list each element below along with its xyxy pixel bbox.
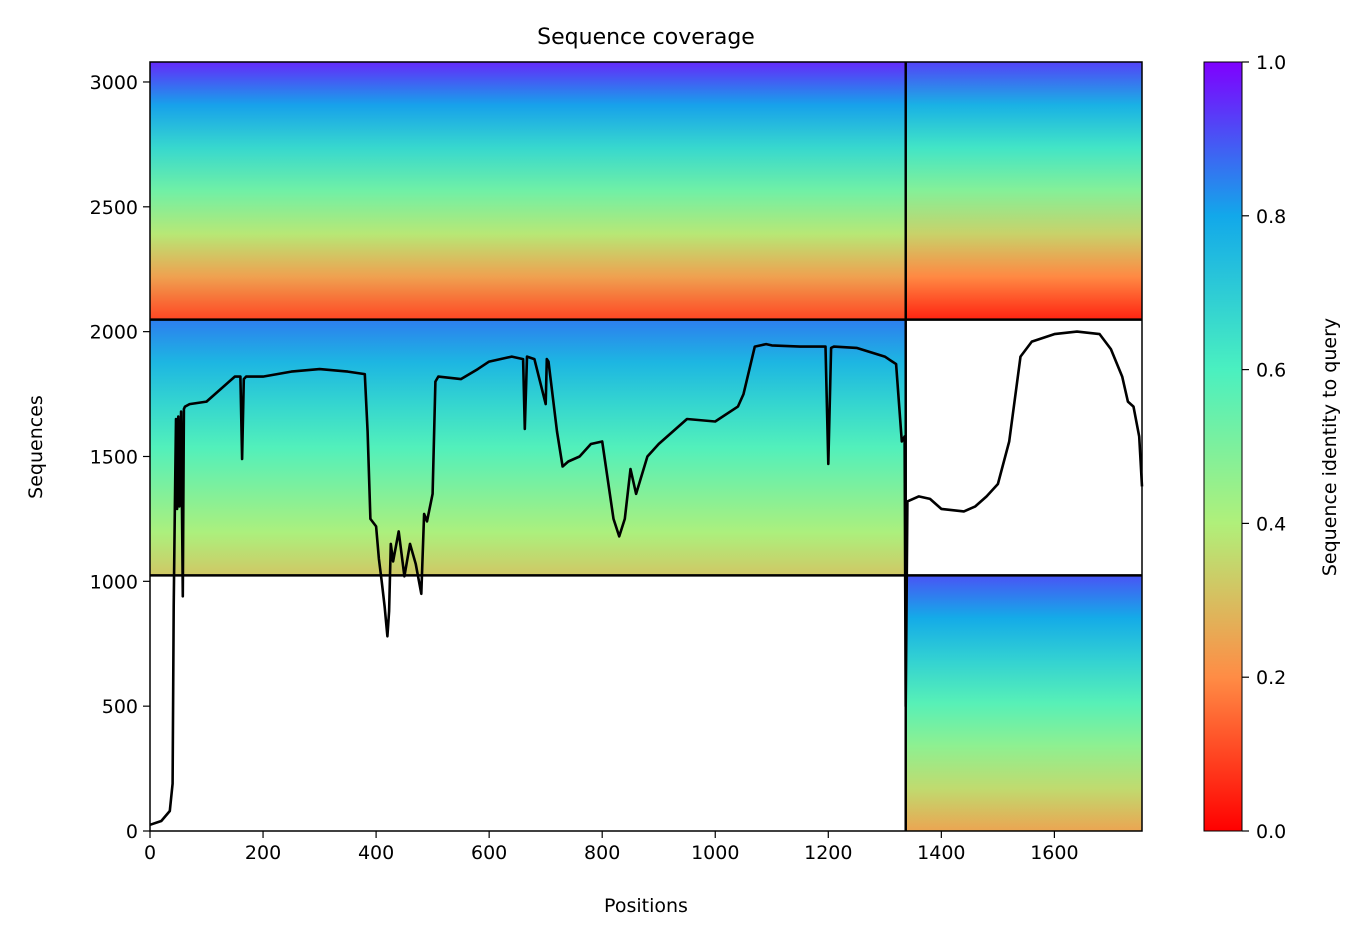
x-tick-label: 400: [358, 842, 394, 864]
colorbar-axis: 0.0 0.2 0.4 0.6 0.8 1.0: [1242, 52, 1286, 843]
colorbar-tick-label: 1.0: [1256, 52, 1286, 74]
colorbar-label: Sequence identity to query: [1319, 318, 1341, 576]
chart-title: Sequence coverage: [537, 25, 755, 50]
colorbar-tick-label: 0.4: [1256, 513, 1286, 535]
y-tick-label: 2000: [90, 322, 138, 344]
x-tick-label: 200: [245, 842, 281, 864]
x-tick-label: 1000: [691, 842, 739, 864]
colorbar: [1203, 61, 1243, 832]
x-tick-label: 1400: [917, 842, 965, 864]
x-tick-label: 1200: [804, 842, 852, 864]
x-tick-label: 0: [144, 842, 156, 864]
y-axis-label: Sequences: [25, 395, 47, 499]
y-tick-label: 1500: [90, 446, 138, 468]
x-tick-label: 800: [584, 842, 620, 864]
plot-frame: [149, 61, 1143, 832]
coverage-line: [149, 330, 1144, 827]
x-axis: 0 200 400 600 800 1000 1200 1400 1600: [144, 831, 1079, 864]
coverage-block: [905, 62, 1142, 320]
colorbar-tick-label: 0.6: [1256, 360, 1286, 382]
coverage-block: [150, 62, 906, 320]
x-tick-label: 1600: [1030, 842, 1078, 864]
y-tick-label: 2500: [90, 197, 138, 219]
y-tick-label: 1000: [90, 571, 138, 593]
x-axis-label: Positions: [604, 895, 688, 917]
x-tick-label: 600: [471, 842, 507, 864]
coverage-line-layer: [149, 330, 1144, 827]
colorbar-tick-label: 0.8: [1256, 206, 1286, 228]
y-tick-label: 3000: [90, 72, 138, 94]
coverage-blocks: [150, 62, 1142, 831]
colorbar-tick-label: 0.0: [1256, 821, 1286, 843]
y-tick-label: 0: [126, 821, 138, 843]
colorbar-tick-label: 0.2: [1256, 667, 1286, 689]
coverage-block: [905, 575, 1142, 831]
y-tick-label: 500: [102, 696, 138, 718]
y-axis: 0 500 1000 1500 2000 2500 3000: [90, 72, 150, 843]
